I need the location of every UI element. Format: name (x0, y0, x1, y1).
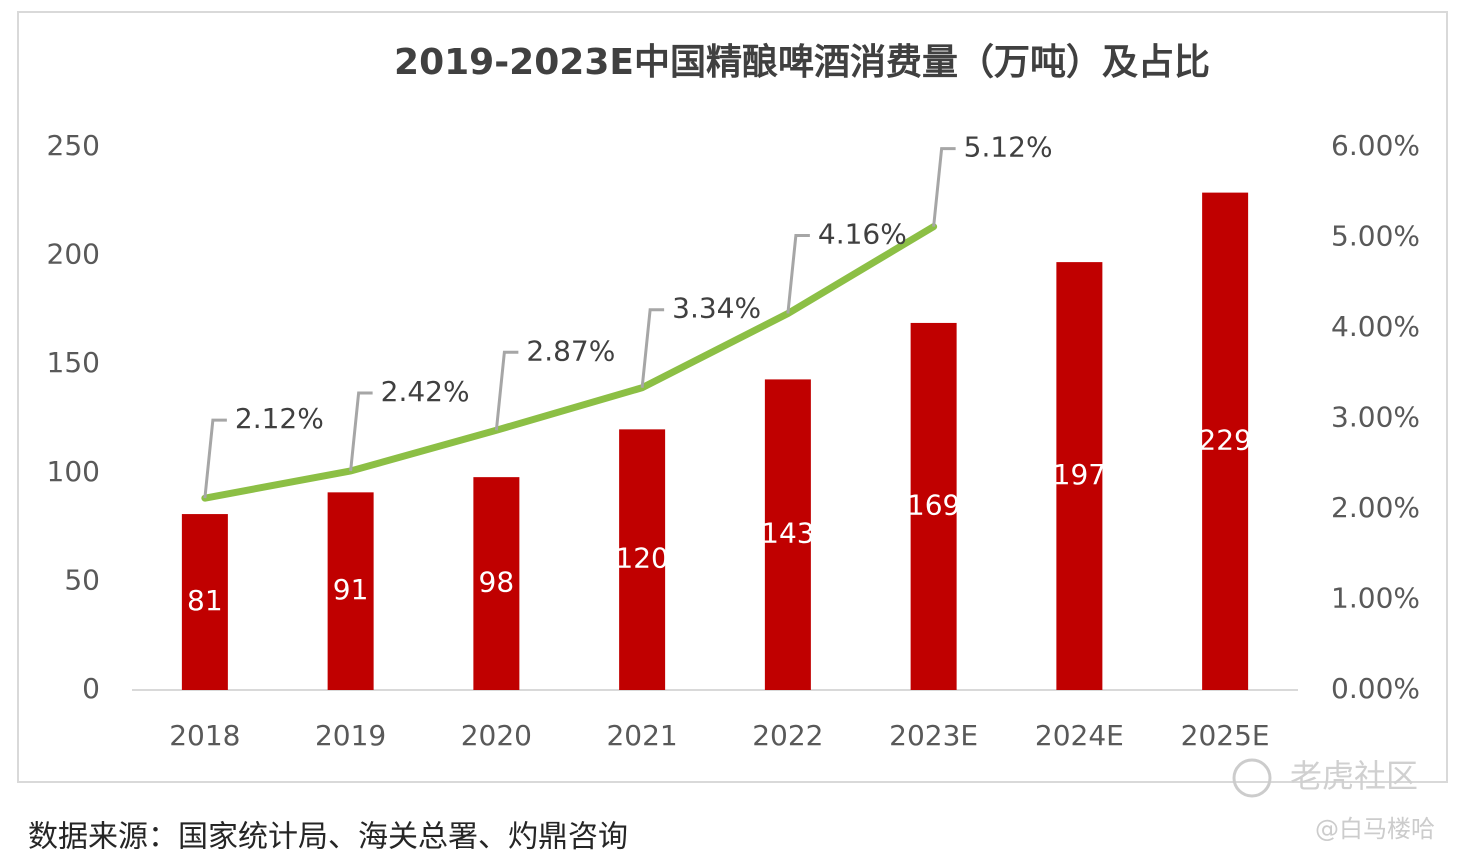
line (201, 223, 938, 502)
bar-value-label: 120 (615, 542, 668, 575)
bar-value-label: 197 (1053, 458, 1106, 491)
leader-line (786, 234, 810, 314)
line-value-label: 3.34% (672, 292, 761, 325)
x-tick-label: 2023E (889, 719, 978, 752)
line-value-label: 5.12% (964, 131, 1053, 164)
line-value-label: 2.42% (381, 375, 470, 408)
watermark-icon (1232, 758, 1272, 798)
bar (910, 322, 957, 690)
y-tick-label: 50 (64, 563, 100, 596)
y-tick-label: 250 (47, 129, 100, 162)
bar (327, 492, 374, 690)
y2-tick-label: 2.00% (1331, 491, 1420, 524)
bar-value-label: 143 (761, 517, 814, 550)
leader-line (640, 308, 665, 388)
y-tick-label: 150 (47, 346, 100, 379)
y-tick-label: 100 (47, 455, 100, 488)
bar-value-label: 91 (333, 573, 369, 606)
watermark: 老虎社区 (1290, 757, 1418, 795)
bar-value-label: 229 (1198, 423, 1251, 456)
bar (181, 514, 228, 690)
bar (1056, 262, 1103, 690)
bar (1202, 192, 1249, 690)
x-tick-label: 2020 (461, 719, 532, 752)
x-tick-label: 2018 (169, 719, 240, 752)
leader-line (349, 391, 373, 472)
y2-tick-label: 5.00% (1331, 220, 1420, 253)
leader-line (203, 418, 227, 499)
watermark-user: @白马楼哈 (1315, 815, 1435, 843)
leader-line (494, 350, 519, 431)
y-tick-label: 200 (47, 238, 100, 271)
bar (619, 429, 666, 690)
line-value-label: 4.16% (818, 218, 907, 251)
bar (473, 477, 520, 690)
source: 数据来源：国家统计局、海关总署、灼鼎咨询 (28, 820, 628, 855)
y-tick-label: 0 (82, 672, 100, 705)
bar (764, 379, 811, 690)
x-tick-label: 2019 (315, 719, 386, 752)
x-tick-label: 2025E (1181, 719, 1270, 752)
y2-tick-label: 0.00% (1331, 672, 1420, 705)
y2-tick-label: 4.00% (1331, 310, 1420, 343)
x-tick-label: 2022 (752, 719, 823, 752)
bar-value-label: 81 (187, 584, 223, 617)
line-value-label: 2.12% (235, 402, 324, 435)
y2-tick-label: 1.00% (1331, 582, 1420, 615)
chart-title: 2019-2023E中国精酿啤酒消费量（万吨）及占比 (394, 42, 1210, 83)
y2-tick-label: 3.00% (1331, 401, 1420, 434)
y2-tick-label: 6.00% (1331, 129, 1420, 162)
bar-value-label: 98 (479, 566, 515, 599)
x-tick-label: 2024E (1035, 719, 1124, 752)
leader-line (932, 147, 956, 227)
bar-value-label: 169 (907, 488, 960, 521)
x-tick-label: 2021 (606, 719, 677, 752)
line-value-label: 2.87% (526, 334, 615, 367)
